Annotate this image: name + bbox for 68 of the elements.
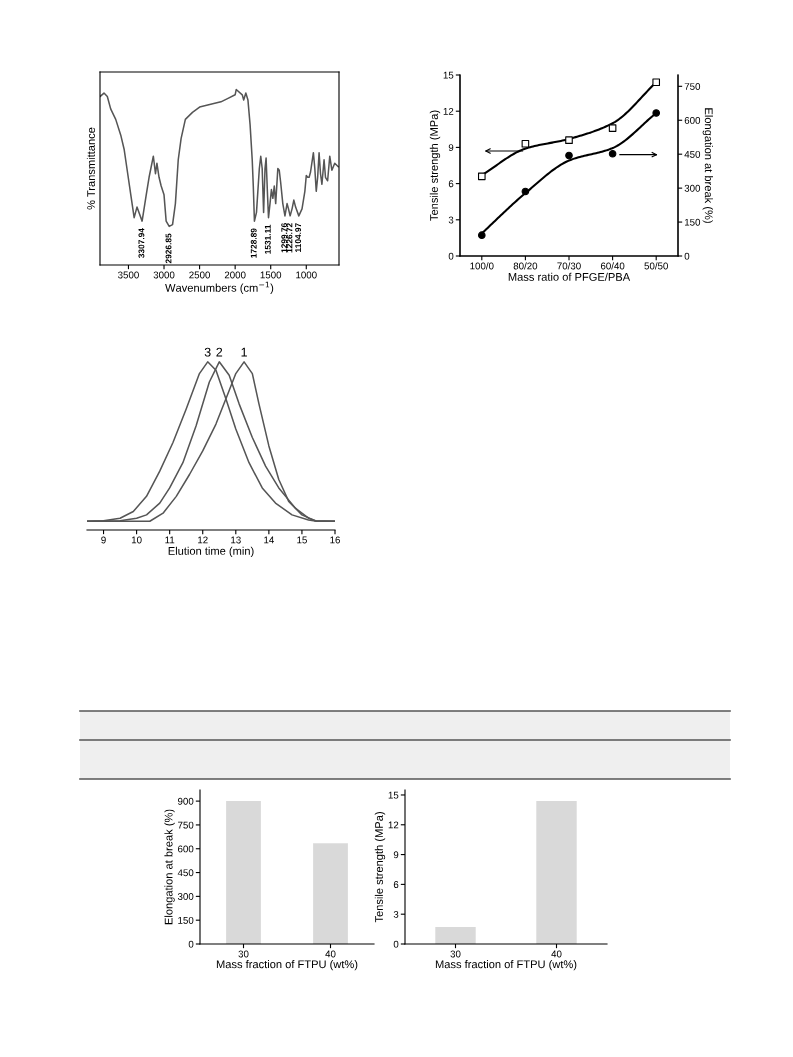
y2-tick-label: 450	[684, 150, 701, 158]
y-tick-label: 12	[388, 821, 399, 829]
y-tick-label: 3	[393, 910, 399, 918]
x-tick-label: 1000	[296, 271, 317, 279]
x-tick-label: 100/0	[470, 262, 494, 270]
annotation: 3307.94	[138, 228, 145, 259]
x-tick-label: 3000	[153, 271, 175, 279]
x-tick-label: 16	[330, 536, 340, 544]
y2-tick-label: 0	[684, 252, 690, 260]
x-tick-label: 40	[325, 950, 336, 958]
x-axis-title: Wavenumbers (cm$^{−1}$)	[165, 281, 274, 294]
x-tick-label: 13	[231, 536, 241, 544]
x-tick-label: 70/30	[557, 262, 581, 270]
y-tick-label: 300	[177, 893, 194, 900]
x-axis-title: Elution time (min)	[168, 546, 254, 558]
x-tick-label: 50/50	[644, 262, 668, 270]
series-label: 3	[204, 347, 211, 357]
x-tick-label: 80/20	[513, 262, 538, 270]
x-tick-label: 30	[238, 950, 249, 958]
y-axis-title: Tensile strength (MPa)	[374, 812, 386, 923]
y-tick-label: 0	[393, 940, 399, 948]
annotation: 1531.11	[264, 224, 271, 254]
y-tick-label: 150	[178, 916, 194, 924]
x-tick-label: 2500	[189, 271, 211, 279]
y-tick-label: 600	[178, 845, 194, 853]
y2-tick-label: 300	[684, 184, 701, 192]
annotation: 1728.89	[250, 228, 257, 258]
series-label: 1	[241, 347, 247, 357]
annotation: 2926.85	[165, 233, 172, 264]
x-tick-label: 3500	[118, 271, 139, 279]
annotation: 1104.97	[295, 223, 302, 252]
x-tick-label: 15	[297, 536, 307, 544]
x-tick-label: 1500	[260, 271, 282, 279]
x-tick-label: 60/40	[600, 262, 625, 270]
annotation: 1299.76	[281, 223, 288, 253]
x-tick-label: 40	[551, 950, 562, 958]
x-tick-label: 10	[131, 536, 142, 544]
y-tick-label: 750	[178, 821, 194, 829]
series-label: 2	[216, 347, 223, 357]
y2-tick-label: 150	[684, 218, 701, 226]
y-tick-label: 6	[448, 180, 454, 188]
y-tick-label: 0	[188, 940, 194, 948]
x-axis-title: Mass fraction of FTPU (wt%)	[435, 960, 577, 971]
y-tick-label: 15	[388, 791, 399, 799]
y-axis-title: % Transmittance	[86, 127, 96, 210]
x-tick-label: 2000	[224, 271, 246, 279]
x-tick-label: 30	[450, 950, 461, 958]
y-axis-title: Tensile strength (MPa)	[429, 110, 441, 221]
y2-tick-label: 750	[684, 83, 701, 90]
y-tick-label: 900	[177, 797, 194, 805]
x-tick-label: 12	[198, 536, 208, 544]
y-tick-label: 12	[443, 107, 454, 115]
y-tick-label: 450	[177, 869, 194, 877]
y-tick-label: 6	[393, 881, 399, 889]
y-tick-label: 9	[448, 144, 454, 152]
x-tick-label: 11	[165, 536, 175, 544]
x-axis-title: Mass ratio of PFGE/PBA	[508, 272, 631, 281]
y-tick-label: 0	[448, 252, 454, 260]
y-tick-label: 9	[393, 851, 399, 859]
y-tick-label: 3	[448, 216, 454, 224]
y2-tick-label: 600	[684, 116, 701, 124]
annotation: 1226.72	[286, 223, 293, 253]
x-tick-label: 9	[101, 536, 106, 544]
y2-axis-title: Elongation at break (%)	[702, 108, 713, 223]
x-axis-title: Mass fraction of FTPU (wt%)	[216, 960, 358, 971]
y-tick-label: 15	[443, 71, 454, 79]
x-tick-label: 14	[264, 536, 274, 544]
y-axis-title: Elongation at break (%)	[164, 809, 175, 925]
